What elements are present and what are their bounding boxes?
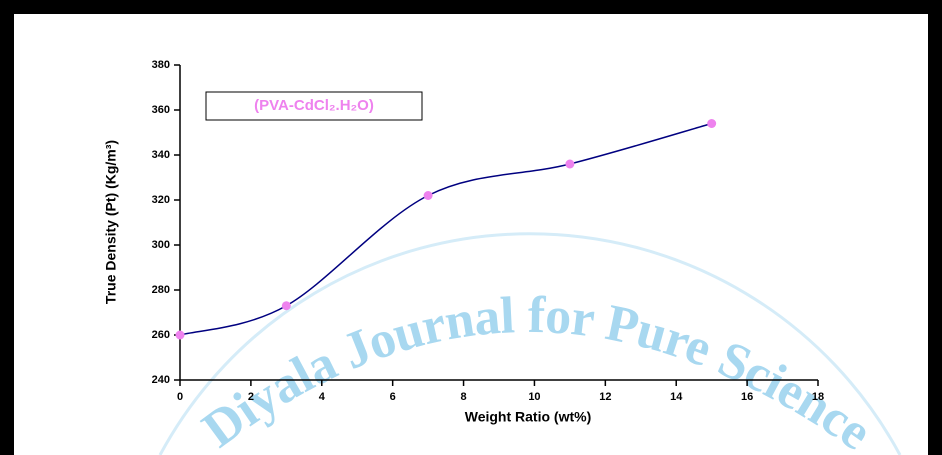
legend-label: (PVA-CdCl₂.H₂O) [254,97,374,114]
x-tick-label: 4 [319,391,326,403]
x-tick-label: 14 [670,391,683,403]
x-tick-label: 2 [248,391,254,403]
data-point [565,159,575,169]
y-tick-label: 280 [152,284,170,296]
data-point [707,119,717,128]
x-tick-label: 18 [812,391,824,403]
y-tick-label: 320 [152,194,170,206]
legend-box [205,91,423,121]
x-tick-label: 12 [599,391,611,403]
x-tick-label: 16 [741,391,753,403]
y-axis-label: True Density (Pt) (Kg/m³) [103,140,119,304]
y-tick-label: 360 [152,104,170,116]
y-tick-label: 340 [152,149,170,161]
plot-area: 240 260 280 300 320 340 360 380 0 2 4 6 8 10 12 14 16 18 (… [152,59,824,403]
data-point [175,330,185,340]
x-tick-label: 6 [390,391,396,403]
y-tick-label: 300 [152,239,170,251]
x-tick-label: 10 [528,391,540,403]
y-tick-label: 240 [152,374,170,386]
y-tick-label: 380 [152,59,170,71]
x-tick-label: 0 [177,391,183,403]
x-tick-label: 8 [460,391,466,403]
y-tick-label: 260 [152,329,170,341]
data-point [423,191,433,200]
watermark-globe [158,232,902,455]
x-axis-label: Weight Ratio (wt%) [465,409,592,425]
data-point [281,301,291,311]
